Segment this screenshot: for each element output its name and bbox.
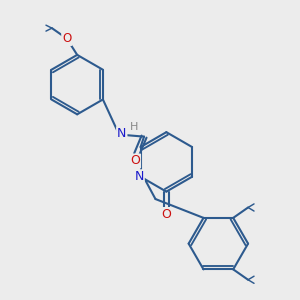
Text: H: H	[130, 122, 138, 132]
Text: O: O	[161, 208, 171, 221]
Text: O: O	[130, 154, 140, 167]
Text: N: N	[134, 170, 144, 183]
Text: N: N	[117, 127, 127, 140]
Text: O: O	[62, 32, 71, 45]
